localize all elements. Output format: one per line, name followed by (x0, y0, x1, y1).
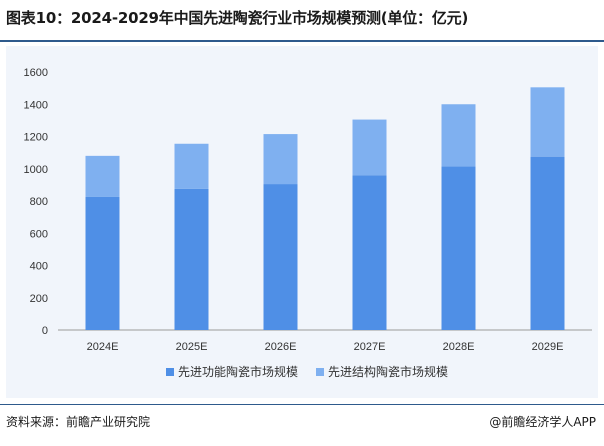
x-tick-label: 2027E (354, 341, 386, 353)
y-tick-label: 600 (30, 228, 48, 240)
legend-label: 先进功能陶瓷市场规模 (178, 364, 298, 379)
x-tick-label: 2025E (176, 341, 208, 353)
x-tick-label: 2028E (443, 341, 475, 353)
bar-structural (263, 134, 298, 185)
legend-label: 先进结构陶瓷市场规模 (328, 364, 448, 379)
y-tick-label: 1000 (24, 164, 48, 176)
legend-swatch (166, 368, 174, 376)
footer-rule (0, 404, 604, 405)
x-tick-label: 2024E (87, 341, 119, 353)
x-tick-label: 2026E (265, 341, 297, 353)
y-tick-label: 400 (30, 261, 48, 273)
bar-functional (530, 156, 565, 330)
chart-panel: 0 200 400 600 800 1000 1200 1400 1600 2024E 2025E… (6, 46, 598, 398)
stacked-bar-chart: 0 200 400 600 800 1000 1200 1400 1600 2024E 2025E… (24, 67, 592, 379)
bar-functional (263, 184, 298, 330)
bar-structural (85, 155, 120, 197)
y-tick-label: 800 (30, 196, 48, 208)
bars-group (85, 87, 565, 330)
legend-swatch (316, 368, 324, 376)
bar-functional (85, 196, 120, 330)
bar-structural (352, 119, 387, 176)
y-axis: 0 200 400 600 800 1000 1200 1400 1600 (24, 67, 48, 337)
y-tick-label: 200 (30, 293, 48, 305)
x-tick-label: 2029E (532, 341, 564, 353)
credit-note: @前瞻经济学人APP (489, 415, 596, 429)
y-tick-label: 1200 (24, 132, 48, 144)
legend: 先进功能陶瓷市场规模 先进结构陶瓷市场规模 (166, 364, 448, 379)
bar-structural (530, 87, 565, 157)
bar-structural (441, 104, 476, 167)
x-axis: 2024E 2025E 2026E 2027E 2028E 2029E (87, 341, 564, 353)
chart-title: 图表10：2024-2029年中国先进陶瓷行业市场规模预测(单位：亿元) (6, 9, 469, 27)
bar-functional (174, 188, 209, 330)
bar-functional (441, 166, 476, 330)
y-tick-label: 1400 (24, 99, 48, 111)
y-tick-label: 0 (42, 325, 48, 337)
bar-structural (174, 143, 209, 189)
bar-functional (352, 175, 387, 330)
y-tick-label: 1600 (24, 67, 48, 79)
source-note: 资料来源：前瞻产业研究院 (6, 415, 151, 429)
title-rule (0, 40, 604, 42)
